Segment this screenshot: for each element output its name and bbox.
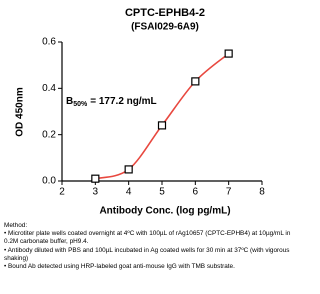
x-tick-label: 5 <box>159 187 165 198</box>
chart-title: CPTC-EPHB4-2 <box>125 7 205 19</box>
fit-curve <box>95 52 230 180</box>
x-tick-label: 6 <box>193 187 199 198</box>
x-tick-label: 3 <box>93 187 99 198</box>
method-item: Microtiter plate wells coated overnight … <box>4 230 296 246</box>
annotation-subscript: 50% <box>73 101 88 108</box>
marker <box>157 121 167 130</box>
annotation: B50% = 177.2 ng/mL <box>66 96 157 108</box>
marker <box>191 77 200 86</box>
y-axis-label: OD 450nm <box>15 87 26 137</box>
marker <box>124 165 133 174</box>
x-tick-label: 2 <box>59 187 65 198</box>
method-item: Bound Ab detected using HRP-labeled goat… <box>4 263 296 271</box>
x-tick-label: 4 <box>126 187 132 198</box>
y-tick-label: 0.0 <box>42 176 56 187</box>
x-tick-label: 8 <box>259 187 265 198</box>
x-axis-label: Antibody Conc. (log pg/mL) <box>99 206 230 217</box>
method-heading: Method: <box>4 222 28 229</box>
method-item: Antibody diluted with PBS and 100µL incu… <box>4 247 296 263</box>
y-tick-label: 0.6 <box>42 37 56 48</box>
method-list: Microtiter plate wells coated overnight … <box>4 230 296 271</box>
chart: CPTC-EPHB4-2 (FSAI029-6A9) Antibody Conc… <box>15 7 266 217</box>
marker <box>224 49 233 58</box>
method: Method: Microtiter plate wells coated ov… <box>4 222 296 271</box>
marker <box>91 174 100 183</box>
y-tick-label: 0.4 <box>42 83 56 94</box>
chart-subtitle: (FSAI029-6A9) <box>131 22 199 33</box>
y-tick-label: 0.2 <box>42 129 56 140</box>
annotation-text: B <box>66 96 73 107</box>
x-tick-label: 7 <box>226 187 232 198</box>
annotation-rest: = 177.2 ng/mL <box>90 96 156 107</box>
